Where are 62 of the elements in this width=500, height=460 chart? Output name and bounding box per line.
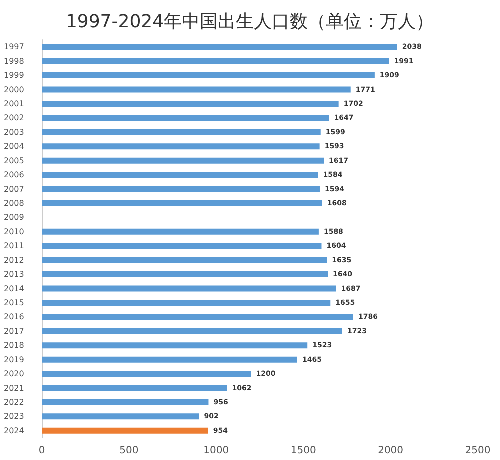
bar [42, 100, 339, 107]
y-tick-label: 2009 [4, 213, 24, 222]
x-tick-label: 2500 [465, 446, 491, 456]
bar [42, 385, 228, 392]
bar [42, 144, 320, 150]
x-tick-label: 1000 [204, 446, 230, 456]
y-tick-label: 2003 [4, 128, 24, 137]
y-tick-label: 2017 [4, 326, 24, 336]
y-tick-label: 2023 [4, 412, 24, 422]
x-tick-label: 2000 [378, 446, 404, 456]
y-tick-label: 2011 [4, 242, 24, 251]
bar [42, 300, 331, 306]
y-tick-label: 1997 [4, 42, 24, 52]
y-tick-label: 2002 [4, 114, 24, 123]
y-tick-label: 2021 [4, 384, 24, 393]
y-tick-label: 2005 [4, 156, 24, 166]
bar [42, 228, 319, 235]
bar [42, 286, 336, 292]
bar [42, 186, 320, 192]
bar [42, 272, 328, 278]
y-tick-label: 2016 [4, 312, 24, 322]
x-tick-label: 1500 [290, 446, 316, 456]
y-tick-label: 2014 [4, 284, 24, 294]
bar [42, 328, 342, 334]
bar [42, 257, 328, 264]
bar [42, 72, 375, 79]
y-tick-label: 2004 [4, 142, 24, 152]
bar [42, 44, 398, 50]
y-tick-label: 2015 [4, 298, 24, 308]
y-tick-label: 2020 [4, 370, 24, 379]
bar [42, 414, 200, 420]
y-tick-label: 1998 [4, 56, 24, 66]
bar [42, 342, 308, 349]
bar [42, 172, 318, 178]
y-tick-label: 2001 [4, 99, 24, 108]
y-tick-label: 2008 [4, 198, 24, 208]
y-tick-label: 2013 [4, 270, 24, 280]
bar [42, 356, 298, 363]
y-tick-label: 2000 [4, 85, 24, 94]
bar [42, 200, 322, 206]
y-tick-label: 1999 [4, 71, 24, 80]
bar [42, 314, 354, 320]
bar [42, 115, 330, 122]
x-tick-label: 500 [120, 446, 139, 456]
y-tick-label: 2022 [4, 398, 24, 407]
bar [42, 58, 390, 64]
y-tick-label: 2006 [4, 170, 24, 180]
chart-title: 1997-2024年中国出生人口数（单位：万人） [66, 12, 434, 32]
bar [42, 428, 208, 434]
bar [42, 371, 252, 378]
x-tick-label: 0 [38, 446, 46, 456]
y-tick-label: 2018 [4, 341, 24, 350]
y-tick-label: 2012 [4, 256, 24, 265]
bar [42, 158, 324, 164]
bar [42, 129, 321, 136]
y-tick-label: 2007 [4, 184, 24, 194]
y-tick-label: 2010 [4, 227, 24, 236]
y-tick-label: 2019 [4, 355, 24, 364]
y-tick-label: 2024 [4, 426, 24, 436]
bar [42, 243, 322, 250]
bar [42, 399, 209, 406]
bar [42, 86, 351, 93]
